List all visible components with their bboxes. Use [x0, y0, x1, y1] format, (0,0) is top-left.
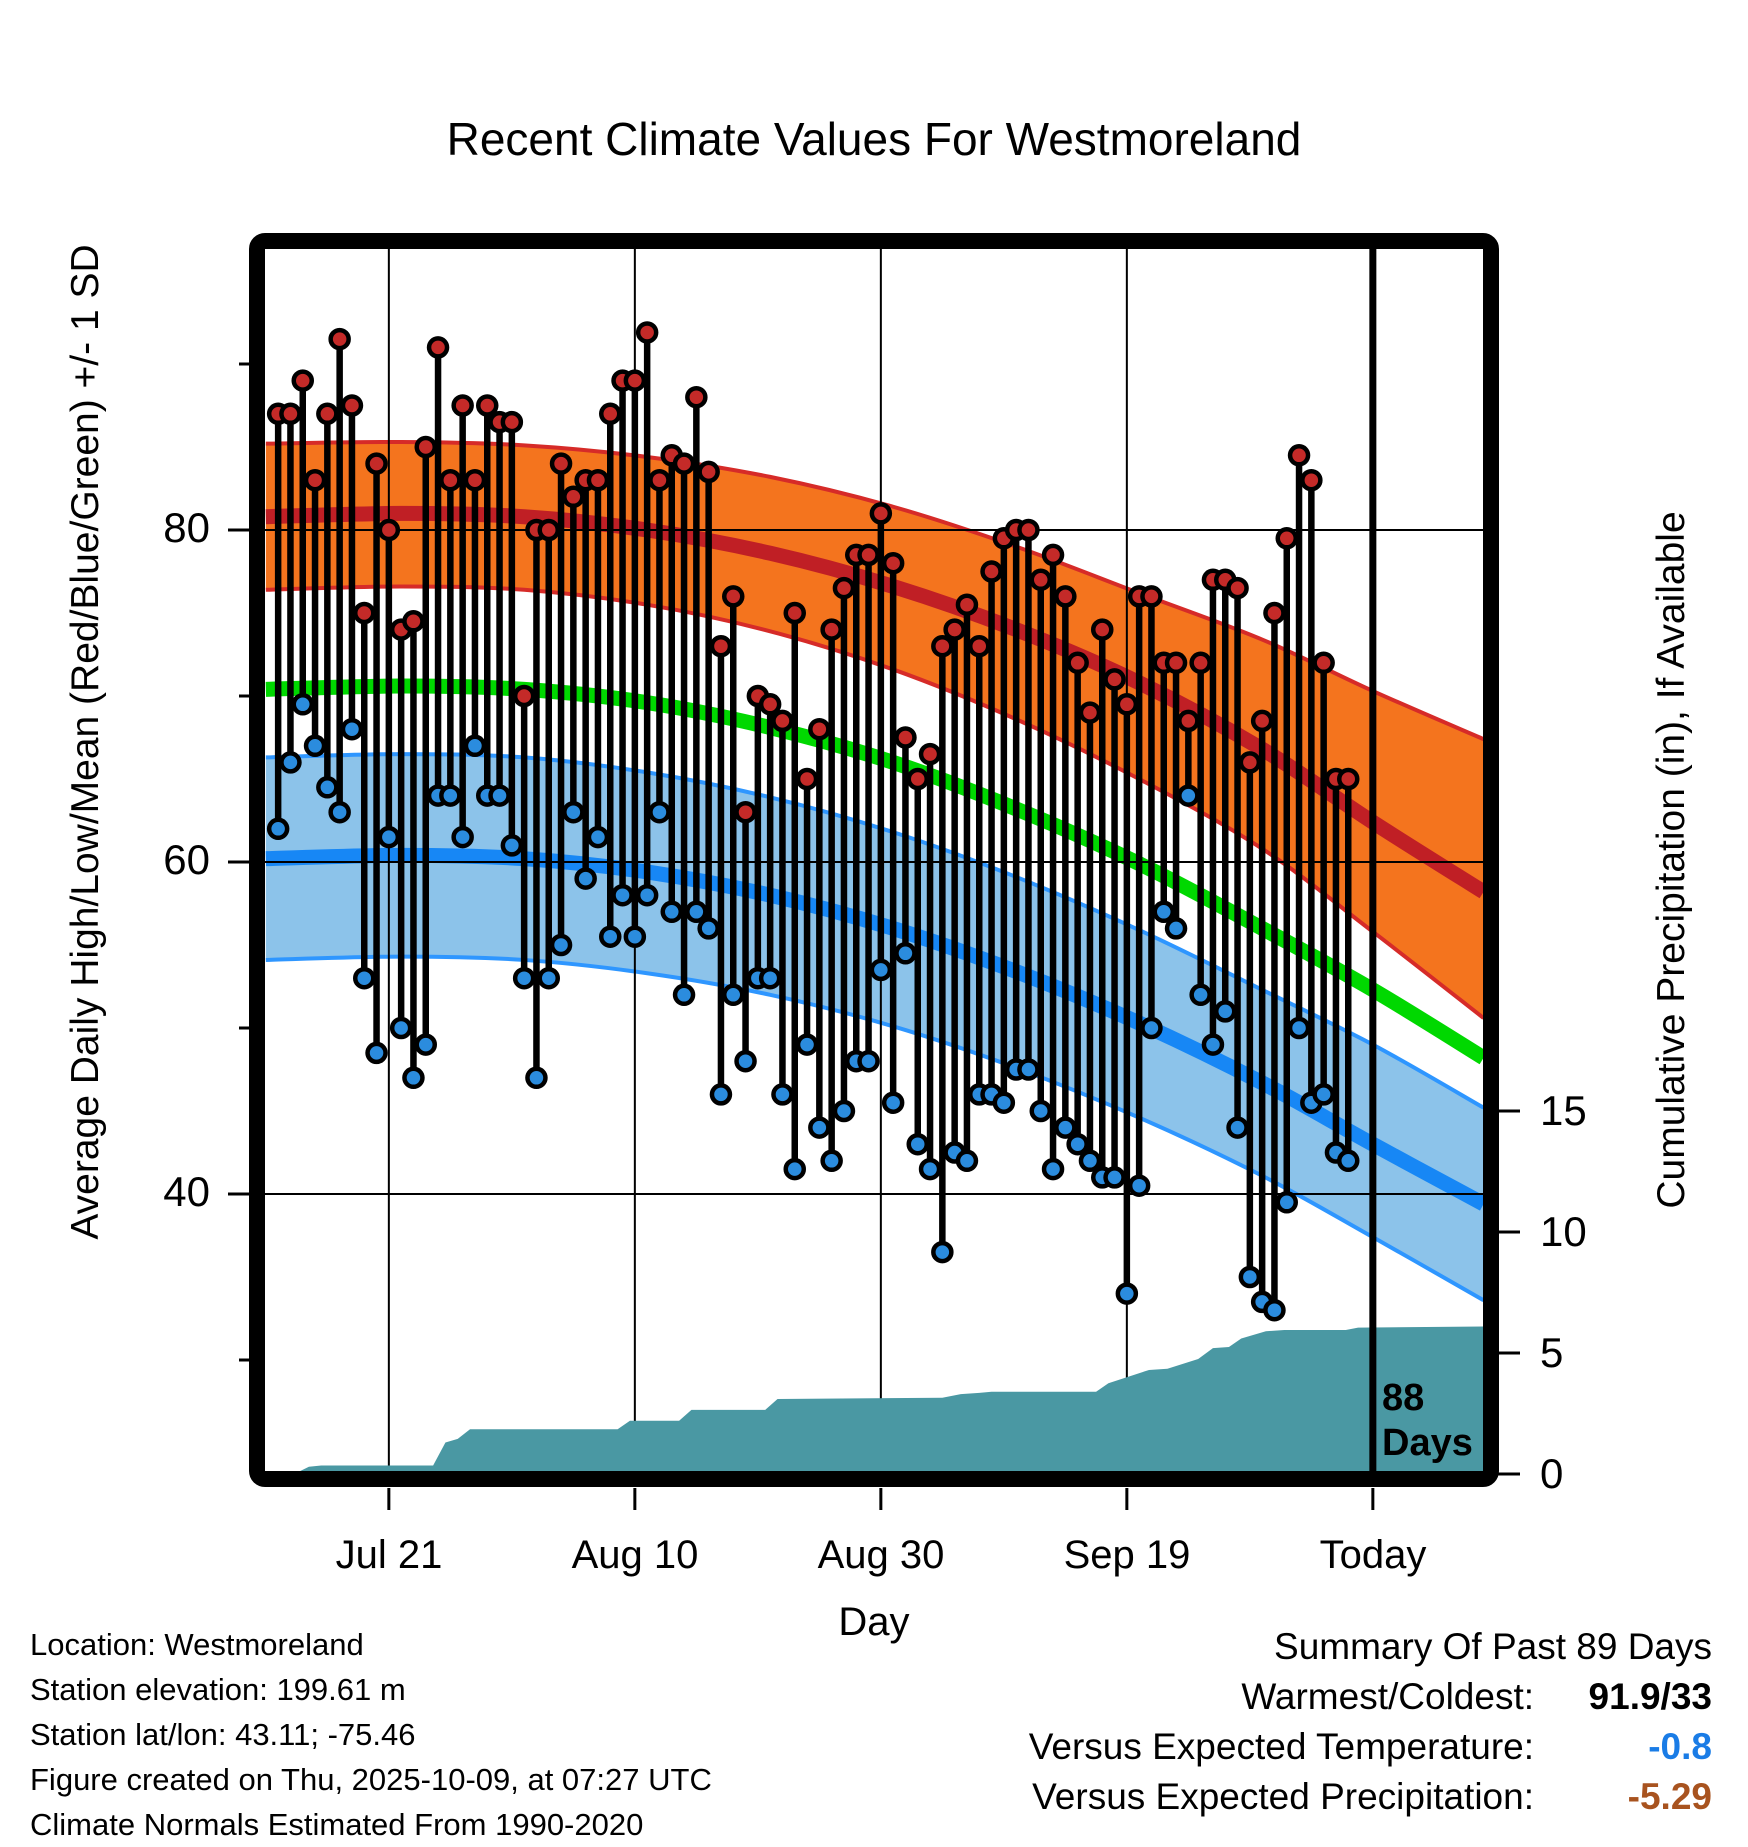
station-location: Location: Westmoreland [30, 1627, 364, 1662]
summary-row-warmest-coldest: Warmest/Coldest: 91.9/33 [812, 1672, 1712, 1722]
summary-value: 91.9/33 [1588, 1676, 1712, 1717]
x-tick-sep19: Sep 19 [1063, 1533, 1191, 1577]
cumulative-precip-area [300, 1326, 1483, 1471]
summary-label: Versus Expected Temperature: [1028, 1726, 1534, 1767]
left-tick-40: 40 [163, 1168, 210, 1215]
x-tick-jul21: Jul 21 [335, 1533, 443, 1577]
station-elevation: Station elevation: 199.61 m [30, 1672, 406, 1707]
x-axis-title: Day [838, 1600, 910, 1644]
summary-panel: Summary Of Past 89 Days Warmest/Coldest:… [812, 1622, 1712, 1822]
station-metadata: Location: Westmoreland Station elevation… [30, 1622, 712, 1847]
right-tick-5: 5 [1540, 1329, 1564, 1376]
summary-value: -5.29 [1627, 1776, 1712, 1817]
x-tick-today: Today [1319, 1533, 1427, 1577]
days-count-word: Days [1382, 1422, 1473, 1464]
plot-frame [249, 233, 1499, 1487]
chart-title: Recent Climate Values For Westmoreland [446, 113, 1302, 165]
left-tick-80: 80 [163, 504, 210, 551]
summary-label: Warmest/Coldest: [1241, 1676, 1534, 1717]
daily-stems [266, 321, 1360, 1322]
summary-label: Versus Expected Precipitation: [1032, 1776, 1534, 1817]
x-tick-aug10: Aug 10 [571, 1533, 699, 1577]
left-axis-label: Average Daily High/Low/Mean (Red/Blue/Gr… [64, 244, 107, 1240]
station-latlon: Station lat/lon: 43.11; -75.46 [30, 1717, 416, 1752]
days-count-number: 88 [1382, 1377, 1425, 1419]
summary-row-vs-precipitation: Versus Expected Precipitation: -5.29 [812, 1772, 1712, 1822]
days-count-annotation: 88 Days [1382, 1376, 1473, 1466]
summary-row-vs-temperature: Versus Expected Temperature: -0.8 [812, 1722, 1712, 1772]
plot-area [265, 249, 1483, 1471]
left-tick-60: 60 [163, 836, 210, 883]
right-tick-15: 15 [1540, 1087, 1587, 1134]
summary-title: Summary Of Past 89 Days [1274, 1626, 1712, 1667]
low-normal-band [265, 754, 1483, 1300]
right-tick-0: 0 [1540, 1450, 1564, 1497]
figure-created: Figure created on Thu, 2025-10-09, at 07… [30, 1762, 712, 1797]
summary-value: -0.8 [1648, 1726, 1712, 1767]
x-tick-aug30: Aug 30 [817, 1533, 945, 1577]
normals-source: Climate Normals Estimated From 1990-2020 [30, 1807, 644, 1842]
right-tick-10: 10 [1540, 1208, 1587, 1255]
